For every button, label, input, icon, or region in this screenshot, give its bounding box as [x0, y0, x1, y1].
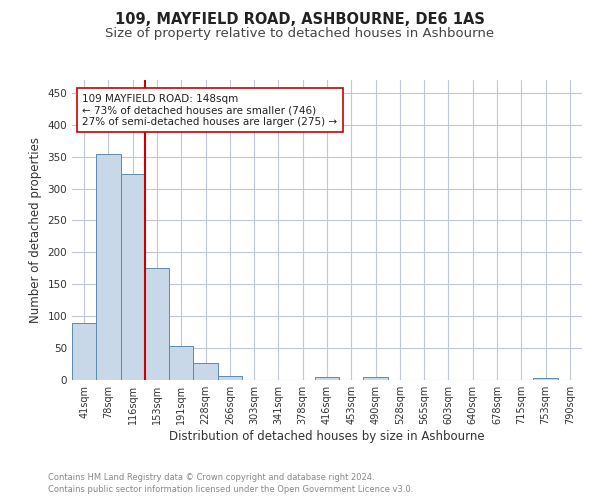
Y-axis label: Number of detached properties: Number of detached properties	[29, 137, 42, 323]
Bar	[72, 323, 96, 380]
Bar	[218, 376, 242, 380]
Bar	[169, 346, 193, 380]
Text: Contains HM Land Registry data © Crown copyright and database right 2024.: Contains HM Land Registry data © Crown c…	[48, 472, 374, 482]
Bar	[193, 363, 218, 380]
Bar	[145, 268, 169, 380]
Bar	[364, 378, 388, 380]
Bar	[533, 378, 558, 380]
Text: 109, MAYFIELD ROAD, ASHBOURNE, DE6 1AS: 109, MAYFIELD ROAD, ASHBOURNE, DE6 1AS	[115, 12, 485, 28]
Text: 109 MAYFIELD ROAD: 148sqm
← 73% of detached houses are smaller (746)
27% of semi: 109 MAYFIELD ROAD: 148sqm ← 73% of detac…	[82, 94, 337, 126]
Bar	[96, 154, 121, 380]
Text: Size of property relative to detached houses in Ashbourne: Size of property relative to detached ho…	[106, 28, 494, 40]
Text: Contains public sector information licensed under the Open Government Licence v3: Contains public sector information licen…	[48, 485, 413, 494]
Bar	[121, 174, 145, 380]
X-axis label: Distribution of detached houses by size in Ashbourne: Distribution of detached houses by size …	[169, 430, 485, 443]
Bar	[315, 378, 339, 380]
